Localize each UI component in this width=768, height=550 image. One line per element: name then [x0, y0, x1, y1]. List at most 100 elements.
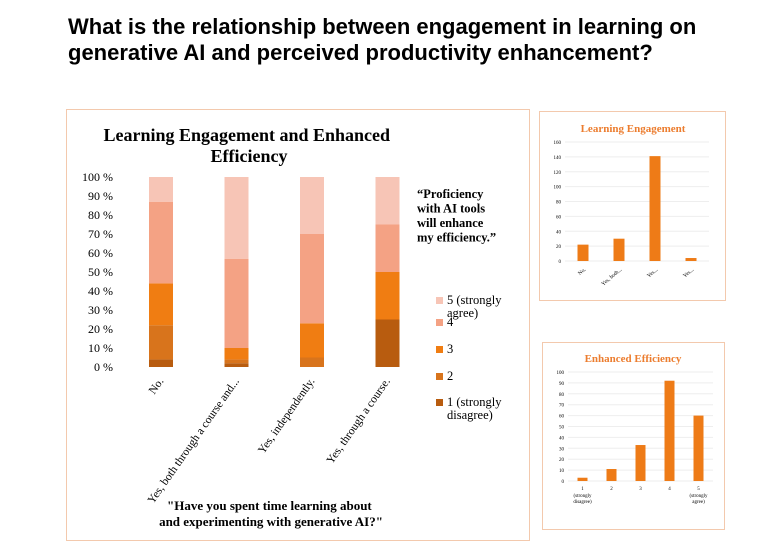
- y-tick-label: 20: [559, 458, 565, 463]
- slide-title: What is the relationship between engagem…: [68, 14, 697, 65]
- bar-segment: [149, 283, 173, 326]
- x-tick-label: (strongly: [689, 494, 708, 499]
- bar: [649, 156, 661, 261]
- y-tick-label: 0 %: [94, 360, 113, 374]
- y-axis: 0 10 20 30 40 50 60 70 80 90 100: [557, 371, 565, 485]
- y-tick-label: 50 %: [88, 265, 113, 279]
- x-tick-label: 5: [697, 487, 700, 492]
- x-tick-label: Yes, through a course.: [325, 376, 393, 467]
- y-tick-label: 100 %: [82, 170, 113, 184]
- x-tick-label: agree): [692, 500, 705, 505]
- legend-title-line-1: “Proficiency: [417, 187, 484, 201]
- y-tick-label: 40: [556, 230, 562, 235]
- x-tick-label: 2: [610, 487, 613, 492]
- x-axis-title-line-2: and experimenting with generative AI?": [159, 514, 383, 529]
- bar-segment: [224, 258, 249, 348]
- x-tick-label: Yes, both...: [601, 267, 624, 288]
- stacked-chart-panel: Learning Engagement and Enhanced Efficie…: [66, 109, 530, 541]
- bar-segment: [224, 177, 249, 259]
- legend-title: “Proficiency with AI tools will enhance …: [417, 187, 496, 245]
- x-axis-title: "Have you spent time learning about and …: [159, 498, 383, 529]
- x-tick-label: 4: [668, 487, 671, 492]
- x-axis-title-line-1: "Have you spent time learning about: [167, 498, 372, 513]
- bar-segment: [224, 359, 249, 364]
- legend-label: agree): [447, 306, 478, 320]
- y-tick-label: 50: [559, 426, 565, 431]
- x-tick-label: 3: [639, 487, 642, 492]
- stacked-bars: [149, 177, 400, 367]
- bar-segment: [300, 234, 324, 324]
- y-tick-label: 70: [559, 404, 565, 409]
- x-tick-label: Yes, both through a course and...: [146, 376, 242, 506]
- main-chart-title-line-1: Learning Engagement and Enhanced: [103, 125, 390, 145]
- x-tick-label: Yes...: [646, 267, 660, 280]
- y-tick-label: 0: [562, 480, 565, 485]
- bar-segment: [149, 325, 173, 360]
- y-tick-label: 60: [559, 415, 565, 420]
- legend-label: disagree): [447, 408, 493, 422]
- learning-engagement-chart: Learning Engagement 0 20 40 60 80 100 120 140 16…: [554, 123, 709, 288]
- bar: [685, 258, 697, 261]
- learning-engagement-panel: Learning Engagement 0 20 40 60 80 100 120 140 16…: [539, 111, 726, 301]
- legend-swatch: [436, 346, 443, 353]
- legend-label: 5 (strongly: [447, 293, 502, 307]
- bar-segment: [149, 359, 173, 367]
- bar: [613, 238, 625, 261]
- bar: [577, 244, 589, 261]
- legend-title-line-3: will enhance: [417, 216, 484, 230]
- y-tick-label: 20: [556, 245, 562, 250]
- bar-segment: [375, 319, 400, 367]
- bar-segment: [300, 357, 324, 367]
- x-tick-label: No.: [147, 376, 167, 397]
- legend-swatch: [436, 297, 443, 304]
- bar-segment: [224, 348, 249, 360]
- x-axis-labels: No.Yes, both through a course and... Yes,…: [146, 376, 393, 506]
- y-tick-label: 10: [559, 469, 565, 474]
- main-chart-title: Learning Engagement and Enhanced Efficie…: [103, 125, 394, 166]
- y-tick-label: 20 %: [88, 322, 113, 336]
- y-tick-label: 60 %: [88, 246, 113, 260]
- enhanced-efficiency-chart: Enhanced Efficiency 0 10 20 30 40 50 60 70 80 90 1…: [557, 353, 713, 505]
- y-tick-label: 40 %: [88, 284, 113, 298]
- x-tick-label: No.: [577, 267, 588, 277]
- bars: [577, 156, 697, 261]
- legend-swatch: [436, 399, 443, 406]
- bar-segment: [375, 272, 400, 320]
- y-tick-label: 80 %: [88, 208, 113, 222]
- legend-swatch: [436, 373, 443, 380]
- gridlines: [565, 141, 709, 262]
- main-chart-title-line-2: Efficiency: [211, 146, 288, 166]
- bar-segment: [375, 224, 400, 272]
- bar-segment: [375, 177, 400, 225]
- y-tick-label: 60: [556, 215, 562, 220]
- legend-label: 3: [447, 342, 453, 356]
- x-tick-label: disagree): [573, 500, 592, 505]
- x-tick-label: (strongly: [573, 494, 592, 499]
- y-tick-label: 90: [559, 382, 565, 387]
- bar: [577, 477, 588, 481]
- bar-segment: [300, 177, 324, 234]
- x-tick-label: Yes, independently.: [256, 376, 317, 457]
- y-axis: 0 % 10 % 20 % 30 % 40 % 50 % 60 % 70 % 80 % 90 % 1…: [82, 170, 113, 374]
- bar: [606, 469, 617, 481]
- y-tick-label: 10 %: [88, 341, 113, 355]
- enhanced-efficiency-panel: Enhanced Efficiency 0 10 20 30 40 50 60 70 80 90 1…: [542, 342, 725, 530]
- legend-label: 2: [447, 369, 453, 383]
- bar: [664, 380, 675, 481]
- bar-segment: [224, 363, 249, 367]
- x-tick-label: Yes...: [682, 267, 696, 280]
- y-tick-label: 160: [554, 141, 562, 146]
- enhanced-efficiency-title: Enhanced Efficiency: [585, 353, 682, 365]
- legend-title-line-4: my efficiency.”: [417, 231, 496, 245]
- bar-segment: [149, 201, 173, 284]
- x-axis-labels: No. Yes, both... Yes... Yes...: [577, 267, 696, 288]
- legend-label: 4: [447, 315, 454, 329]
- y-tick-label: 70 %: [88, 227, 113, 241]
- y-axis: 0 20 40 60 80 100 120 140 160: [554, 141, 562, 265]
- y-tick-label: 80: [556, 201, 562, 206]
- y-tick-label: 100: [554, 186, 562, 191]
- bars: [577, 380, 704, 481]
- learning-engagement-title: Learning Engagement: [581, 123, 686, 135]
